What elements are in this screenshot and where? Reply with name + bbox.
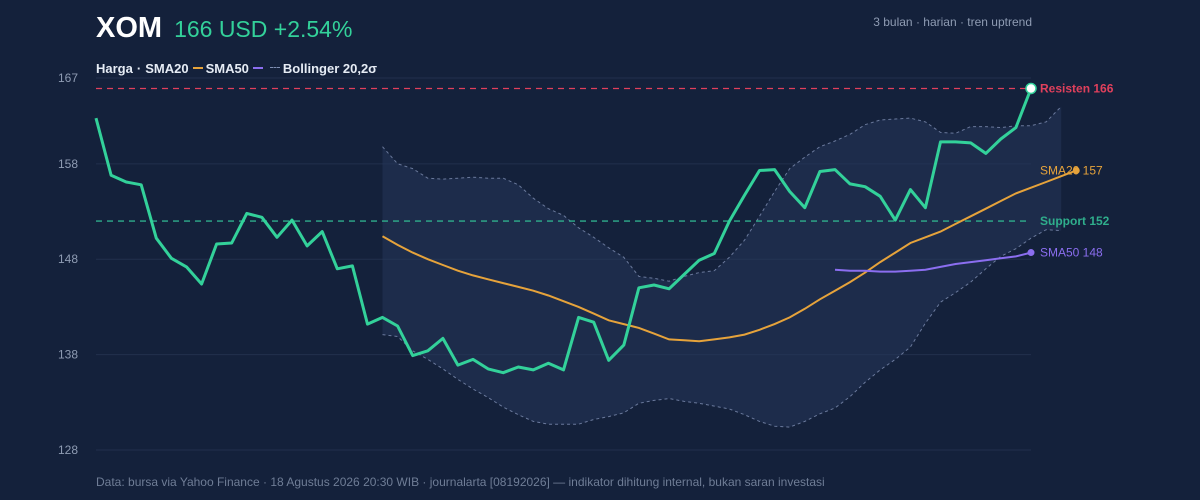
legend-price: Harga — [96, 61, 133, 76]
y-tick-label-158: 158 — [58, 157, 78, 171]
resisten-label: Resisten 166 — [1040, 81, 1114, 95]
chart-meta: 3 bulan · harian · tren uptrend — [873, 15, 1032, 29]
sma20-line — [382, 169, 1077, 343]
legend-sma20: SMA20 — [145, 61, 189, 76]
legend-sma50-swatch — [252, 66, 263, 69]
legend-sma50: SMA50 — [205, 61, 249, 76]
sma20-end-label: SMA20 157 — [1040, 164, 1103, 178]
bollinger-band-area — [382, 106, 1062, 428]
y-tick-label-148: 148 — [58, 252, 78, 266]
price-change: 166 USD +2.54% — [174, 16, 353, 42]
support-label: Support 152 — [1040, 214, 1110, 228]
price-end-marker — [1025, 82, 1037, 95]
legend-separator: · — [136, 61, 142, 76]
legend-sma20-swatch — [192, 66, 203, 69]
y-tick-label-128: 128 — [58, 443, 78, 457]
y-tick-label-167: 167 — [58, 71, 78, 85]
ticker-symbol: XOM — [96, 12, 163, 44]
y-tick-label-138: 138 — [58, 348, 78, 362]
chart-header: XOM 166 USD +2.54% — [96, 12, 352, 45]
sma50-line — [834, 251, 1032, 273]
price-line — [94, 87, 1033, 375]
sma50-end-marker — [1027, 249, 1035, 257]
legend-bollinger: Bollinger 20,2σ — [282, 61, 378, 76]
legend-bollinger-swatch — [269, 67, 280, 68]
chart-legend: Harga · SMA20 SMA50 Bollinger 20,2σ — [96, 61, 377, 76]
bollinger-lower-line — [382, 229, 1062, 428]
sma50-end-label: SMA50 148 — [1040, 246, 1103, 260]
sma20-end-marker — [1072, 167, 1080, 175]
chart-footer: Data: bursa via Yahoo Finance · 18 Agust… — [96, 475, 825, 489]
